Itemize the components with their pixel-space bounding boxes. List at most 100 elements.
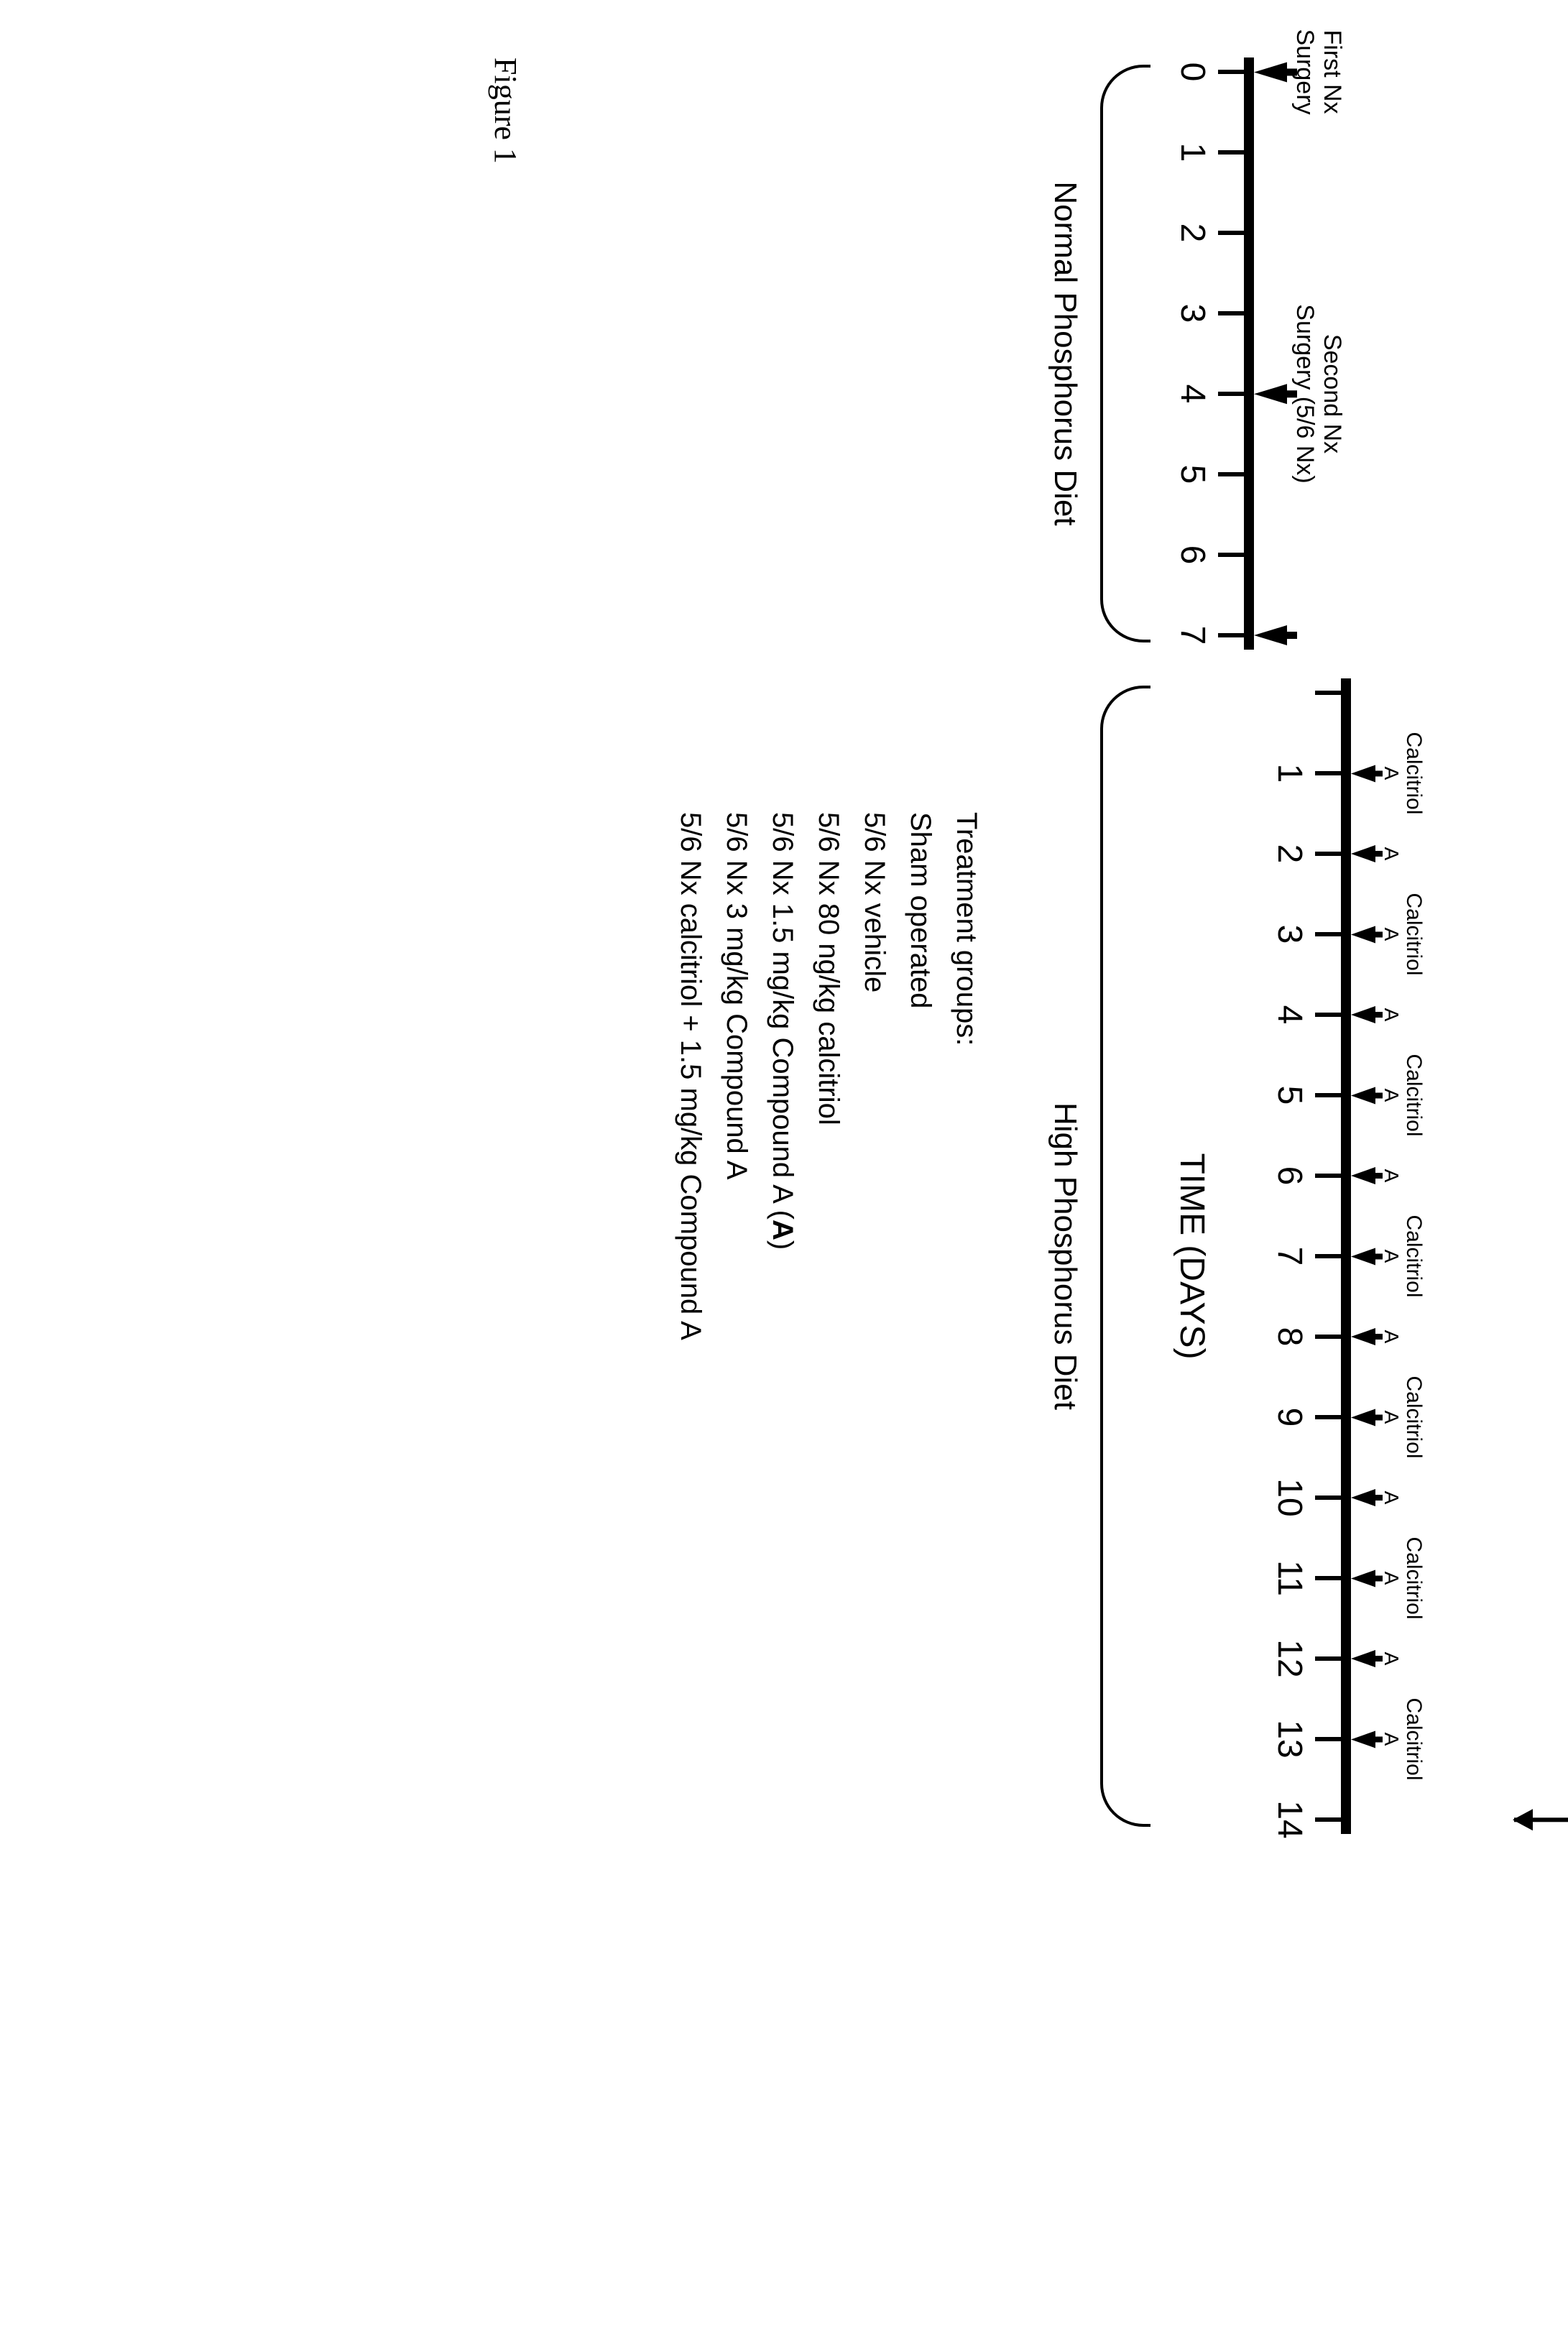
calcitriol-label: Calcitriol (1402, 732, 1426, 814)
compound-a-dose: CalcitriolA (1351, 1054, 1426, 1136)
calcitriol-label: Calcitriol (1402, 1375, 1426, 1458)
tick (1315, 1576, 1341, 1580)
surgery-event: First NxSurgery (1254, 29, 1345, 114)
tick-label: 5 (1173, 465, 1212, 484)
arrow-down-icon (1351, 845, 1375, 862)
time-axis-label: TIME (DAYS) (1172, 678, 1212, 1834)
tick-label: 7 (1173, 626, 1212, 645)
a-label: A (1380, 1650, 1402, 1667)
event-label: First NxSurgery (1291, 29, 1345, 114)
a-label: A (1380, 1054, 1402, 1136)
treatment-item: Sham operated (898, 812, 944, 2213)
tick-label: 1 (1173, 143, 1212, 162)
arrow-down-icon (1351, 926, 1375, 943)
tick (1315, 1495, 1341, 1500)
a-label: A (1380, 1167, 1402, 1184)
phase1-events: First NxSurgerySecond NxSurgery (5/6 Nx) (1254, 57, 1412, 650)
compound-a-dose: A (1351, 1489, 1402, 1506)
tick (1315, 1656, 1341, 1661)
treatment-list: Sham operated5/6 Nx vehicle5/6 Nx 80 ng/… (668, 812, 944, 2213)
tick (1315, 1737, 1341, 1741)
tick-label: 12 (1270, 1639, 1309, 1677)
tick-label: 8 (1270, 1327, 1309, 1347)
compound-a-dose: A (1351, 1650, 1402, 1667)
tick-label: 7 (1270, 1247, 1309, 1266)
tick (1315, 1093, 1341, 1097)
arrow-down-icon (1351, 1167, 1375, 1184)
calcitriol-label: Calcitriol (1402, 1697, 1426, 1780)
tick (1315, 1254, 1341, 1258)
calcitriol-label: Calcitriol (1402, 1536, 1426, 1619)
treatment-heading: Treatment groups: (944, 812, 990, 2213)
treatment-groups: Treatment groups: Sham operated5/6 Nx ve… (668, 812, 990, 2213)
arrow-down-icon (1351, 1570, 1375, 1587)
arrow-down-icon (1351, 1006, 1375, 1023)
tick-label: 10 (1270, 1478, 1309, 1516)
arrow-down-icon (1254, 62, 1287, 82)
arrow-down-icon (1514, 1817, 1568, 1822)
phase1-brace: Normal Phosphorus Diet (1047, 57, 1150, 650)
compound-a-dose: CalcitriolA (1351, 1536, 1426, 1619)
arrow-down-icon (1351, 765, 1375, 782)
tick (1315, 1013, 1341, 1017)
arrow-down-icon (1351, 1730, 1375, 1748)
tick-label: 3 (1173, 304, 1212, 323)
phase2-events: CalcitriolAACalcitriolAACalcitriolAACalc… (1351, 678, 1509, 1834)
arrow-down-icon (1351, 1650, 1375, 1667)
tick-label: 11 (1270, 1560, 1309, 1596)
a-label: A (1380, 845, 1402, 862)
treatment-item: 5/6 Nx 80 ng/kg calcitriol (806, 812, 852, 2213)
tick-label: 1 (1270, 764, 1309, 783)
arrow-down-icon (1254, 384, 1287, 404)
tick-label: 2 (1173, 223, 1212, 243)
calcitriol-label: Calcitriol (1402, 1054, 1426, 1136)
a-label: A (1380, 1536, 1402, 1619)
tick (1218, 150, 1244, 155)
tick (1315, 932, 1341, 936)
phase-high-diet: CalcitriolAACalcitriolAACalcitriolAACalc… (1047, 678, 1509, 1834)
phase1-axis: 01234567 (1244, 57, 1254, 650)
tick (1315, 852, 1341, 856)
tick (1315, 1174, 1341, 1178)
arrow-down-icon (1351, 1087, 1375, 1104)
phase2-axis: 1234567891011121314 (1341, 678, 1351, 1834)
arrow-down-icon (1254, 625, 1287, 645)
tick (1315, 1335, 1341, 1339)
treatment-item: 5/6 Nx calcitriol + 1.5 mg/kg Compound A (668, 812, 714, 2213)
treatment-item: 5/6 Nx 3 mg/kg Compound A (714, 812, 760, 2213)
a-label: A (1380, 1006, 1402, 1023)
timeline-row: First NxSurgerySecond NxSurgery (5/6 Nx)… (1047, 57, 1509, 2213)
a-label: A (1380, 1328, 1402, 1345)
a-label: A (1380, 1215, 1402, 1297)
arrow-down-icon (1351, 1328, 1375, 1345)
diet-label-high: High Phosphorus Diet (1047, 678, 1083, 1834)
tick-label: 4 (1270, 1005, 1309, 1025)
tick (1315, 691, 1341, 695)
figure-label: Figure 1 (487, 57, 524, 2213)
compound-a-dose: A (1351, 1328, 1402, 1345)
surgery-event (1254, 625, 1291, 645)
tick-label: 0 (1173, 63, 1212, 82)
brace-shape (1100, 686, 1150, 1827)
tick-label: 6 (1173, 545, 1212, 565)
phase2-brace: High Phosphorus Diet (1047, 678, 1150, 1834)
diet-label-normal: Normal Phosphorus Diet (1047, 57, 1083, 650)
tick (1218, 70, 1244, 74)
a-label: A (1380, 1697, 1402, 1780)
phase-normal-diet: First NxSurgerySecond NxSurgery (5/6 Nx)… (1047, 57, 1412, 650)
tick (1218, 392, 1244, 396)
event-label: Second NxSurgery (5/6 Nx) (1291, 304, 1345, 483)
tick-label: 9 (1270, 1408, 1309, 1427)
tick (1315, 1817, 1341, 1822)
compound-a-dose: A (1351, 845, 1402, 862)
compound-a-dose: CalcitriolA (1351, 732, 1426, 814)
arrow-down-icon (1351, 1409, 1375, 1426)
treatment-item: 5/6 Nx 1.5 mg/kg Compound A (A) (760, 812, 806, 2213)
tick-label: 4 (1173, 384, 1212, 404)
compound-a-dose: CalcitriolA (1351, 1697, 1426, 1780)
a-label: A (1380, 893, 1402, 975)
compound-a-dose: CalcitriolA (1351, 893, 1426, 975)
arrow-down-icon (1351, 1248, 1375, 1265)
sacrifice-event: Sacrifice (1514, 1764, 1568, 1874)
tick-label: 6 (1270, 1166, 1309, 1186)
